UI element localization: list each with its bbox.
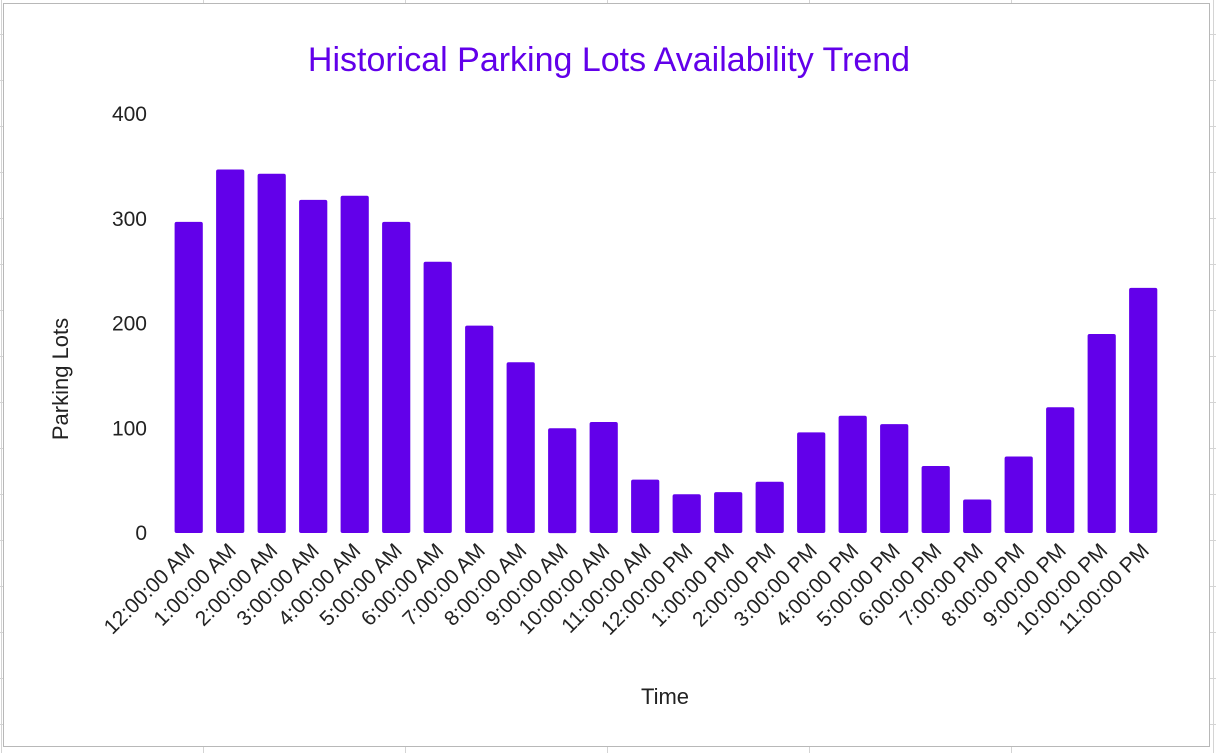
bar[interactable]: [755, 481, 784, 533]
bar[interactable]: [340, 195, 369, 533]
x-axis-title: Time: [641, 684, 689, 709]
y-tick-label: 400: [112, 103, 147, 126]
bar[interactable]: [257, 173, 286, 533]
bar[interactable]: [672, 494, 701, 533]
bar[interactable]: [963, 499, 992, 534]
bar[interactable]: [797, 432, 826, 533]
chart-container[interactable]: Historical Parking Lots Availability Tre…: [3, 3, 1210, 747]
y-axis-title: Parking Lots: [48, 318, 73, 440]
x-axis-ticks: 12:00:00 AM1:00:00 AM2:00:00 AM3:00:00 A…: [100, 539, 1154, 639]
bar[interactable]: [589, 422, 618, 533]
bar[interactable]: [880, 424, 909, 533]
bar[interactable]: [299, 199, 328, 533]
y-tick-label: 100: [112, 417, 147, 440]
bar[interactable]: [1004, 456, 1033, 534]
bar[interactable]: [714, 492, 743, 533]
chart-title: Historical Parking Lots Availability Tre…: [308, 41, 910, 79]
bar[interactable]: [465, 325, 494, 533]
bar-series: [174, 169, 1158, 534]
bar[interactable]: [506, 362, 535, 533]
bar[interactable]: [1046, 407, 1075, 533]
bar[interactable]: [216, 169, 245, 534]
bar-chart: Historical Parking Lots Availability Tre…: [48, 41, 1158, 709]
y-axis-ticks: 0 100 200 300 400: [112, 103, 147, 545]
bar[interactable]: [423, 261, 452, 533]
y-tick-label: 200: [112, 313, 147, 336]
bar[interactable]: [1087, 334, 1116, 533]
bar[interactable]: [1129, 287, 1158, 533]
bar[interactable]: [921, 466, 950, 533]
bar[interactable]: [382, 221, 411, 533]
bar[interactable]: [174, 221, 203, 533]
y-tick-label: 300: [112, 208, 147, 231]
y-tick-label: 0: [135, 522, 147, 545]
bar[interactable]: [838, 415, 867, 533]
bar[interactable]: [631, 479, 660, 533]
bar[interactable]: [548, 428, 577, 534]
